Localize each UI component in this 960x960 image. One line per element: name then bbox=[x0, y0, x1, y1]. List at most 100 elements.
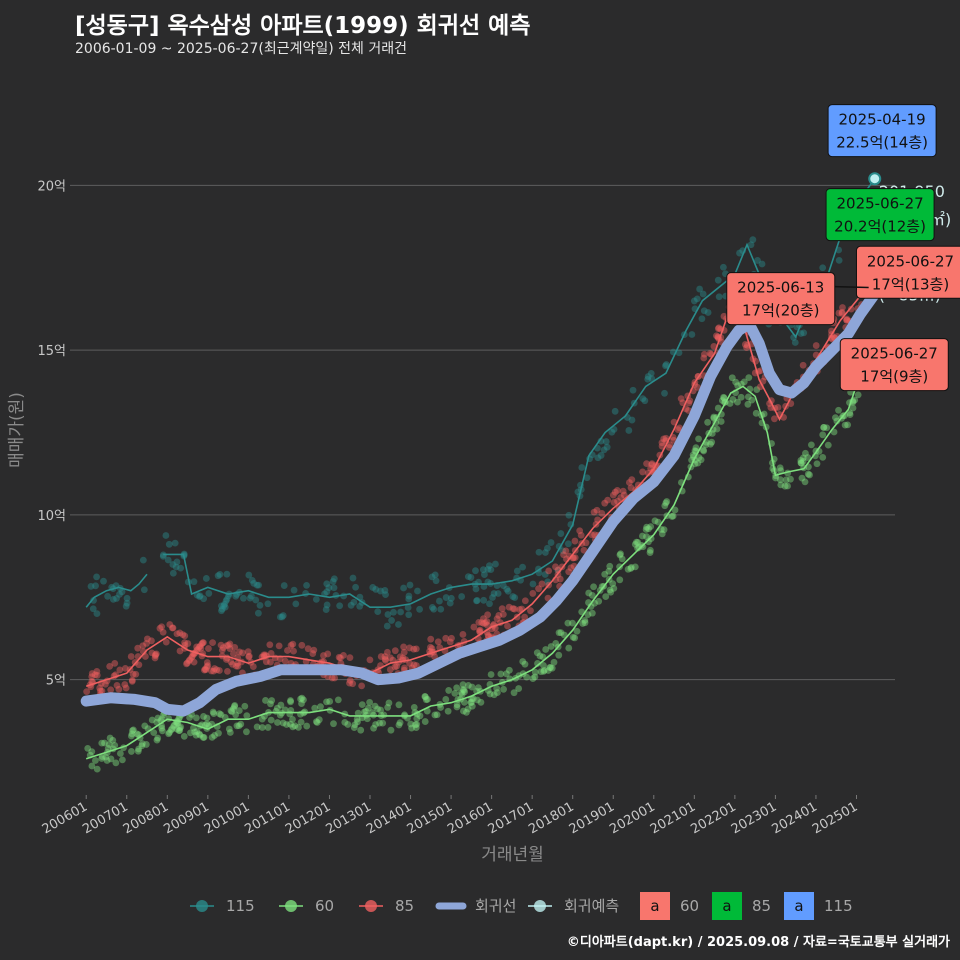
scatter-point-85 bbox=[495, 612, 503, 619]
scatter-point-60 bbox=[442, 696, 450, 703]
scatter-point-85 bbox=[396, 653, 404, 661]
scatter-point-60 bbox=[173, 725, 181, 733]
scatter-point-60 bbox=[363, 715, 371, 723]
scatter-point-60 bbox=[552, 639, 560, 647]
scatter-point-60 bbox=[521, 660, 529, 668]
scatter-point-85 bbox=[538, 580, 546, 588]
scatter-point-85 bbox=[483, 621, 491, 629]
scatter-point-60 bbox=[128, 748, 135, 755]
series-line-115 bbox=[85, 573, 148, 608]
annotation-date: 2025-06-13 bbox=[737, 279, 824, 297]
scatter-point-60 bbox=[732, 378, 740, 386]
scatter-point-60 bbox=[797, 459, 805, 467]
scatter-point-60 bbox=[237, 720, 245, 728]
scatter-point-85 bbox=[412, 645, 420, 653]
scatter-point-85 bbox=[580, 546, 588, 554]
scatter-point-60 bbox=[777, 467, 785, 475]
scatter-point-60 bbox=[467, 699, 475, 707]
scatter-point-85 bbox=[115, 685, 123, 693]
scatter-point-60 bbox=[708, 438, 716, 446]
scatter-point-85 bbox=[838, 308, 846, 316]
scatter-point-60 bbox=[138, 742, 146, 750]
scatter-point-60 bbox=[191, 728, 199, 736]
scatter-point-60 bbox=[692, 444, 700, 452]
x-tick-label: 201401 bbox=[364, 799, 414, 837]
scatter-point-60 bbox=[176, 724, 184, 732]
scatter-point-60 bbox=[740, 378, 748, 386]
scatter-point-115 bbox=[405, 592, 413, 600]
scatter-point-60 bbox=[387, 726, 395, 734]
scatter-point-60 bbox=[192, 714, 200, 722]
scatter-point-85 bbox=[694, 383, 701, 391]
scatter-point-60 bbox=[106, 734, 114, 742]
scatter-point-60 bbox=[165, 730, 173, 738]
scatter-point-115 bbox=[347, 601, 355, 609]
scatter-point-85 bbox=[706, 350, 714, 357]
legend-box-glyph: a bbox=[794, 897, 803, 915]
legend-box bbox=[640, 892, 670, 920]
scatter-point-60 bbox=[216, 710, 223, 718]
scatter-point-85 bbox=[202, 666, 210, 674]
scatter-point-60 bbox=[410, 703, 418, 711]
scatter-point-115 bbox=[100, 577, 107, 585]
scatter-point-85 bbox=[613, 487, 621, 494]
scatter-point-60 bbox=[474, 684, 482, 692]
scatter-point-60 bbox=[241, 702, 249, 710]
scatter-point-115 bbox=[350, 598, 358, 606]
scatter-point-60 bbox=[175, 727, 183, 735]
annotation-price: 17억(20층) bbox=[742, 302, 819, 320]
scatter-point-60 bbox=[300, 696, 307, 704]
scatter-point-60 bbox=[460, 686, 468, 694]
scatter-point-60 bbox=[413, 715, 421, 722]
scatter-point-60 bbox=[806, 471, 813, 479]
scatter-point-60 bbox=[547, 643, 555, 650]
scatter-point-85 bbox=[710, 342, 718, 350]
scatter-point-115 bbox=[603, 443, 611, 451]
scatter-point-60 bbox=[103, 757, 111, 764]
scatter-point-115 bbox=[196, 592, 204, 600]
scatter-point-85 bbox=[609, 491, 617, 499]
scatter-point-85 bbox=[562, 547, 570, 555]
scatter-point-115 bbox=[557, 530, 565, 537]
scatter-point-85 bbox=[627, 484, 635, 492]
scatter-point-115 bbox=[414, 587, 421, 595]
scatter-point-85 bbox=[619, 487, 627, 495]
scatter-point-60 bbox=[695, 435, 702, 443]
scatter-point-60 bbox=[111, 741, 119, 749]
scatter-point-60 bbox=[358, 701, 366, 709]
scatter-point-60 bbox=[753, 386, 761, 394]
scatter-point-85 bbox=[601, 499, 609, 507]
scatter-point-60 bbox=[298, 700, 305, 707]
scatter-point-60 bbox=[186, 714, 194, 721]
scatter-point-60 bbox=[180, 732, 188, 740]
scatter-point-60 bbox=[203, 720, 211, 728]
scatter-point-60 bbox=[519, 658, 527, 665]
scatter-point-85 bbox=[620, 491, 628, 499]
scatter-point-85 bbox=[662, 434, 670, 442]
scatter-point-115 bbox=[749, 236, 757, 244]
scatter-point-115 bbox=[397, 608, 405, 616]
scatter-point-115 bbox=[312, 595, 320, 603]
scatter-point-85 bbox=[665, 444, 673, 451]
scatter-point-115 bbox=[490, 590, 498, 597]
scatter-point-60 bbox=[647, 523, 655, 531]
scatter-point-115 bbox=[352, 583, 359, 591]
scatter-point-85 bbox=[186, 656, 194, 664]
scatter-point-60 bbox=[298, 694, 306, 702]
scatter-point-60 bbox=[631, 563, 639, 571]
scatter-point-60 bbox=[350, 724, 358, 732]
scatter-point-85 bbox=[284, 647, 291, 654]
scatter-point-60 bbox=[804, 454, 812, 461]
scatter-point-85 bbox=[505, 603, 513, 611]
scatter-point-115 bbox=[116, 590, 123, 598]
scatter-point-60 bbox=[464, 681, 472, 689]
scatter-point-60 bbox=[523, 673, 531, 681]
scatter-point-60 bbox=[550, 658, 558, 666]
scatter-point-60 bbox=[801, 478, 809, 486]
scatter-point-85 bbox=[304, 645, 312, 653]
scatter-point-60 bbox=[734, 398, 741, 406]
scatter-point-85 bbox=[774, 404, 782, 411]
scatter-point-60 bbox=[368, 709, 376, 716]
scatter-point-115 bbox=[487, 566, 495, 574]
chart-title: [성동구] 옥수삼성 아파트(1999) 회귀선 예측 bbox=[75, 13, 531, 39]
